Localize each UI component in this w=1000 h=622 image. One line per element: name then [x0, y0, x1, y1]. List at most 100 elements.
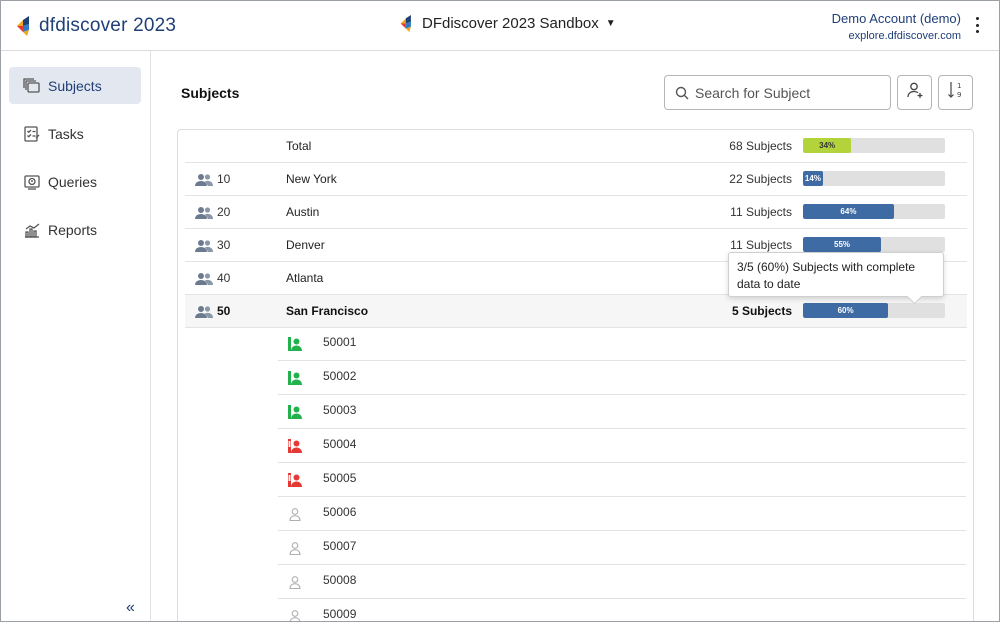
- subject-count: 11 Subjects: [730, 238, 792, 252]
- progress-fill: 14%: [803, 171, 823, 186]
- subject-id: 50006: [323, 505, 357, 519]
- subject-row[interactable]: 50001: [278, 327, 966, 361]
- subject-count: 11 Subjects: [730, 205, 792, 219]
- subject-status-complete-icon: [288, 337, 302, 351]
- caret-down-icon: ▼: [605, 18, 616, 29]
- svg-text:1: 1: [957, 82, 961, 90]
- site-number: 40: [217, 271, 231, 285]
- site-number: 50: [217, 304, 231, 318]
- tasks-icon: [23, 125, 41, 143]
- subjects-icon: [23, 77, 41, 95]
- subject-id: 50001: [323, 335, 357, 349]
- account-name: Demo Account (demo): [831, 11, 961, 26]
- sidebar-item-label: Queries: [48, 173, 98, 190]
- study-logo-icon: [399, 15, 416, 32]
- site-number: 20: [217, 205, 231, 219]
- subject-status-complete-icon: [288, 405, 302, 419]
- subject-row[interactable]: 50009: [278, 599, 966, 621]
- site-name: New York: [286, 172, 337, 186]
- collapse-sidebar-icon[interactable]: «: [126, 599, 135, 616]
- people-icon: [195, 206, 213, 220]
- subject-row[interactable]: 50005: [278, 463, 966, 497]
- subject-row[interactable]: 50006: [278, 497, 966, 531]
- subject-status-error-icon: [288, 439, 302, 453]
- top-header: dfdiscover 2023 DFdiscover 2023 Sandbox …: [1, 1, 999, 51]
- progress-tooltip: 3/5 (60%) Subjects with complete data to…: [728, 252, 944, 297]
- people-icon: [195, 239, 213, 253]
- subject-status-empty-icon: [288, 575, 302, 590]
- site-name: Austin: [286, 205, 320, 219]
- subject-row[interactable]: 50004: [278, 429, 966, 463]
- sidebar-item-reports[interactable]: Reports: [9, 211, 141, 248]
- subjects-card: Total 68 Subjects 34% 10 New York 22 Subjects…: [177, 129, 974, 621]
- svg-text:9: 9: [957, 91, 961, 99]
- subject-row[interactable]: 50002: [278, 361, 966, 395]
- people-icon: [195, 305, 213, 319]
- reports-icon: [23, 221, 41, 239]
- subject-status-empty-icon: [288, 609, 302, 621]
- subject-id: 50005: [323, 471, 357, 485]
- search-box[interactable]: [664, 75, 891, 110]
- subject-row[interactable]: 50007: [278, 531, 966, 565]
- subject-id: 50008: [323, 573, 357, 587]
- subject-id: 50002: [323, 369, 357, 383]
- progress-fill: 64%: [803, 204, 894, 219]
- progress-bar[interactable]: 34%: [803, 138, 945, 153]
- site-name: Total: [286, 139, 312, 153]
- site-row[interactable]: 10 New York 22 Subjects 14%: [185, 163, 967, 196]
- subject-row[interactable]: 50008: [278, 565, 966, 599]
- sidebar: Subjects Tasks Queries: [1, 51, 151, 621]
- progress-bar[interactable]: 14%: [803, 171, 945, 186]
- add-subject-button[interactable]: [897, 75, 932, 110]
- sidebar-item-label: Tasks: [48, 125, 84, 142]
- people-icon: [195, 173, 213, 187]
- site-number: 10: [217, 172, 231, 186]
- sort-numeric-icon: 1 9: [947, 80, 965, 105]
- subject-status-complete-icon: [288, 371, 302, 385]
- subject-count: 68 Subjects: [729, 139, 792, 153]
- site-name: Denver: [286, 238, 325, 252]
- search-icon: [675, 86, 689, 100]
- sidebar-item-tasks[interactable]: Tasks: [9, 115, 141, 152]
- add-user-icon: [906, 81, 924, 104]
- subject-id: 50007: [323, 539, 357, 553]
- progress-bar[interactable]: 60%: [803, 303, 945, 318]
- subject-count: 22 Subjects: [729, 172, 792, 186]
- site-number: 30: [217, 238, 231, 252]
- subject-count: 5 Subjects: [731, 304, 792, 318]
- account-host: explore.dfdiscover.com: [848, 30, 962, 42]
- sidebar-item-label: Subjects: [48, 77, 102, 94]
- subject-id: 50003: [323, 403, 357, 417]
- subject-row[interactable]: 50003: [278, 395, 966, 429]
- sidebar-item-label: Reports: [48, 221, 98, 238]
- app-logo[interactable]: dfdiscover 2023: [15, 15, 176, 37]
- page-title: Subjects: [181, 85, 240, 101]
- subject-id: 50004: [323, 437, 357, 451]
- sidebar-item-queries[interactable]: Queries: [9, 163, 141, 200]
- sidebar-item-subjects[interactable]: Subjects: [9, 67, 141, 104]
- study-selector[interactable]: DFdiscover 2023 Sandbox ▼: [399, 15, 616, 32]
- search-input[interactable]: [695, 84, 885, 101]
- progress-fill: 34%: [803, 138, 852, 153]
- site-row[interactable]: 40 Atlanta: [185, 262, 967, 295]
- logo-text: dfdiscover 2023: [39, 15, 177, 36]
- subject-status-error-icon: [288, 473, 302, 487]
- progress-fill: 55%: [803, 237, 882, 252]
- site-name: San Francisco: [286, 304, 369, 318]
- site-name: Atlanta: [286, 271, 324, 285]
- subject-status-empty-icon: [288, 541, 302, 556]
- site-row[interactable]: 30 Denver 11 Subjects 55%: [185, 229, 967, 262]
- progress-bar[interactable]: 64%: [803, 204, 945, 219]
- progress-fill: 60%: [803, 303, 889, 318]
- subject-id: 50009: [323, 607, 357, 621]
- queries-icon: [23, 173, 41, 191]
- site-row[interactable]: Total 68 Subjects 34%: [185, 130, 967, 163]
- site-row[interactable]: 50 San Francisco 5 Subjects 60%: [185, 295, 967, 328]
- more-menu-icon[interactable]: [973, 15, 981, 35]
- site-row[interactable]: 20 Austin 11 Subjects 64%: [185, 196, 967, 229]
- progress-bar[interactable]: 55%: [803, 237, 945, 252]
- people-icon: [195, 272, 213, 286]
- account-info[interactable]: Demo Account (demo) explore.dfdiscover.c…: [832, 11, 961, 42]
- study-name: DFdiscover 2023 Sandbox: [422, 15, 599, 32]
- sort-button[interactable]: 1 9: [938, 75, 973, 110]
